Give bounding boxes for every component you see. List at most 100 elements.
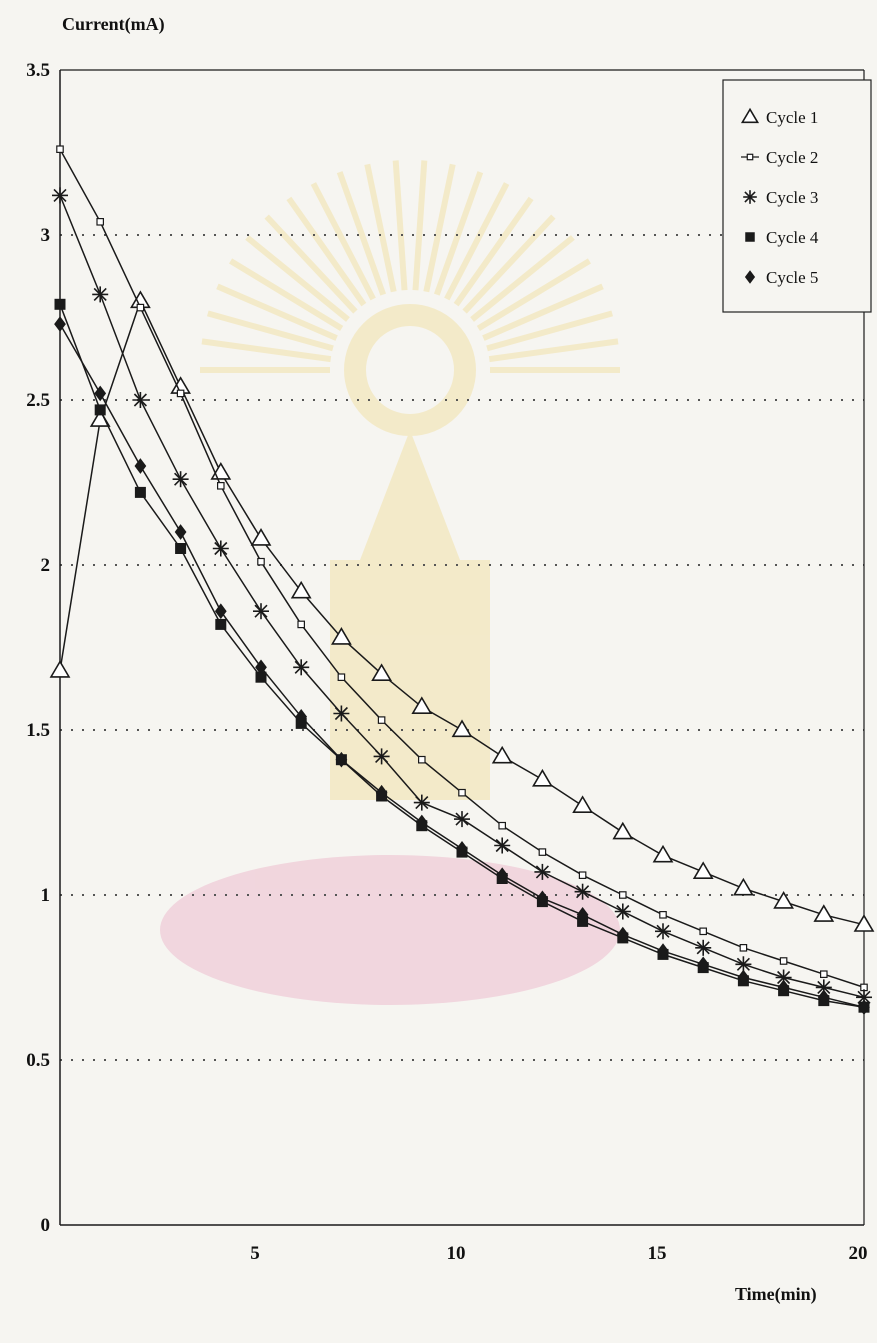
open-square-marker: [659, 910, 667, 919]
asterisk-marker: [494, 837, 511, 854]
open-square-marker: [779, 957, 788, 965]
asterisk-marker: [132, 392, 149, 408]
triangle-marker: [411, 696, 433, 715]
watermark-ray: [412, 160, 428, 291]
watermark-ray: [482, 283, 604, 341]
asterisk-marker: [743, 190, 757, 204]
watermark-ray: [444, 182, 510, 301]
diamond-marker: [295, 708, 308, 725]
tick-labels: 0 0.5 1 1.5 2 2.5 3 3.5 5 10 15 20: [26, 60, 867, 1264]
x-tick-label: 20: [849, 1243, 868, 1264]
open-square-marker: [377, 716, 386, 724]
filled-square-marker: [94, 404, 106, 416]
diamond-marker: [335, 751, 348, 768]
triangle-marker: [773, 891, 794, 909]
y-tick-label: 2.5: [26, 390, 50, 411]
y-tick-label: 0: [41, 1215, 51, 1236]
asterisk-marker: [172, 471, 189, 488]
asterisk-marker: [614, 903, 631, 920]
diamond-marker: [456, 840, 468, 857]
triangle-marker: [331, 627, 352, 645]
filled-square-marker: [215, 618, 227, 630]
asterisk-marker: [333, 705, 350, 722]
triangle-marker: [491, 745, 513, 764]
legend-item: Cycle 3: [743, 188, 818, 207]
watermark-ray: [488, 338, 619, 363]
legend-item: Cycle 2: [741, 148, 818, 167]
triangle-marker: [250, 528, 272, 546]
watermark-ray: [245, 235, 350, 322]
diamond-marker: [616, 926, 629, 943]
legend-item: Cycle 4: [745, 228, 819, 247]
open-square-marker: [217, 482, 225, 490]
diamond-marker: [214, 603, 227, 620]
diamond-marker: [777, 979, 790, 996]
watermark-ray: [264, 214, 358, 314]
asterisk-marker: [373, 748, 390, 765]
watermark-ray: [392, 160, 408, 291]
diamond-marker: [817, 989, 830, 1006]
triangle-marker: [612, 821, 634, 840]
triangle-marker: [532, 768, 553, 787]
triangle-marker: [49, 660, 71, 678]
diamond-marker: [134, 458, 147, 474]
series-2: [56, 145, 868, 992]
diamond-marker: [255, 659, 267, 676]
open-square-marker: [746, 153, 754, 161]
watermark-ray: [229, 258, 344, 331]
triangle-marker: [692, 861, 714, 880]
filled-square-marker: [745, 232, 755, 242]
asterisk-marker: [655, 923, 671, 940]
asterisk-marker: [454, 811, 470, 828]
diamond-marker: [536, 890, 549, 907]
asterisk-marker: [293, 659, 310, 676]
watermark-ray: [486, 310, 614, 352]
y-tick-label: 3: [41, 225, 51, 246]
y-tick-label: 2: [41, 555, 51, 576]
diamond-marker: [697, 956, 710, 973]
legend-label: Cycle 4: [766, 228, 819, 247]
series-5: [54, 316, 870, 1016]
triangle-marker: [290, 580, 312, 599]
triangle-marker: [652, 844, 674, 863]
triangle-marker: [740, 107, 760, 124]
filled-square-marker: [54, 298, 66, 310]
diamond-marker: [496, 867, 509, 884]
watermark-emblem-icon: [160, 160, 620, 1005]
y-tick-label: 1: [41, 885, 51, 906]
y-axis-label: Current(mA): [62, 14, 165, 35]
series-3: [52, 187, 872, 1006]
diamond-marker: [94, 385, 107, 402]
watermark-ray: [476, 258, 591, 331]
legend-label: Cycle 2: [766, 148, 818, 167]
open-square-marker: [458, 788, 466, 797]
asterisk-marker: [253, 603, 269, 620]
triangle-marker: [451, 719, 473, 738]
grid-lines: [60, 234, 864, 1061]
y-tick-label: 3.5: [26, 60, 50, 81]
watermark-ray: [201, 338, 332, 363]
asterisk-marker: [52, 187, 68, 204]
legend-item: Cycle 5: [744, 268, 818, 287]
open-square-marker: [96, 218, 105, 226]
watermark-ray: [462, 214, 556, 314]
watermark-ray: [423, 163, 456, 293]
open-square-marker: [297, 620, 306, 629]
watermark-ray: [336, 171, 387, 296]
y-tick-label: 1.5: [26, 720, 50, 741]
diamond-marker: [858, 999, 870, 1016]
triangle-marker: [572, 795, 593, 814]
triangle-marker: [733, 877, 754, 896]
legend-label: Cycle 1: [766, 108, 818, 127]
open-square-marker: [699, 927, 708, 936]
triangle-marker: [853, 914, 875, 932]
asterisk-marker: [574, 883, 591, 900]
open-square-marker: [578, 871, 587, 880]
open-square-marker: [418, 755, 426, 764]
open-square-marker: [538, 848, 547, 856]
diamond-marker: [657, 943, 669, 959]
watermark-ray: [433, 171, 484, 296]
x-axis-label: Time(min): [735, 1284, 817, 1305]
